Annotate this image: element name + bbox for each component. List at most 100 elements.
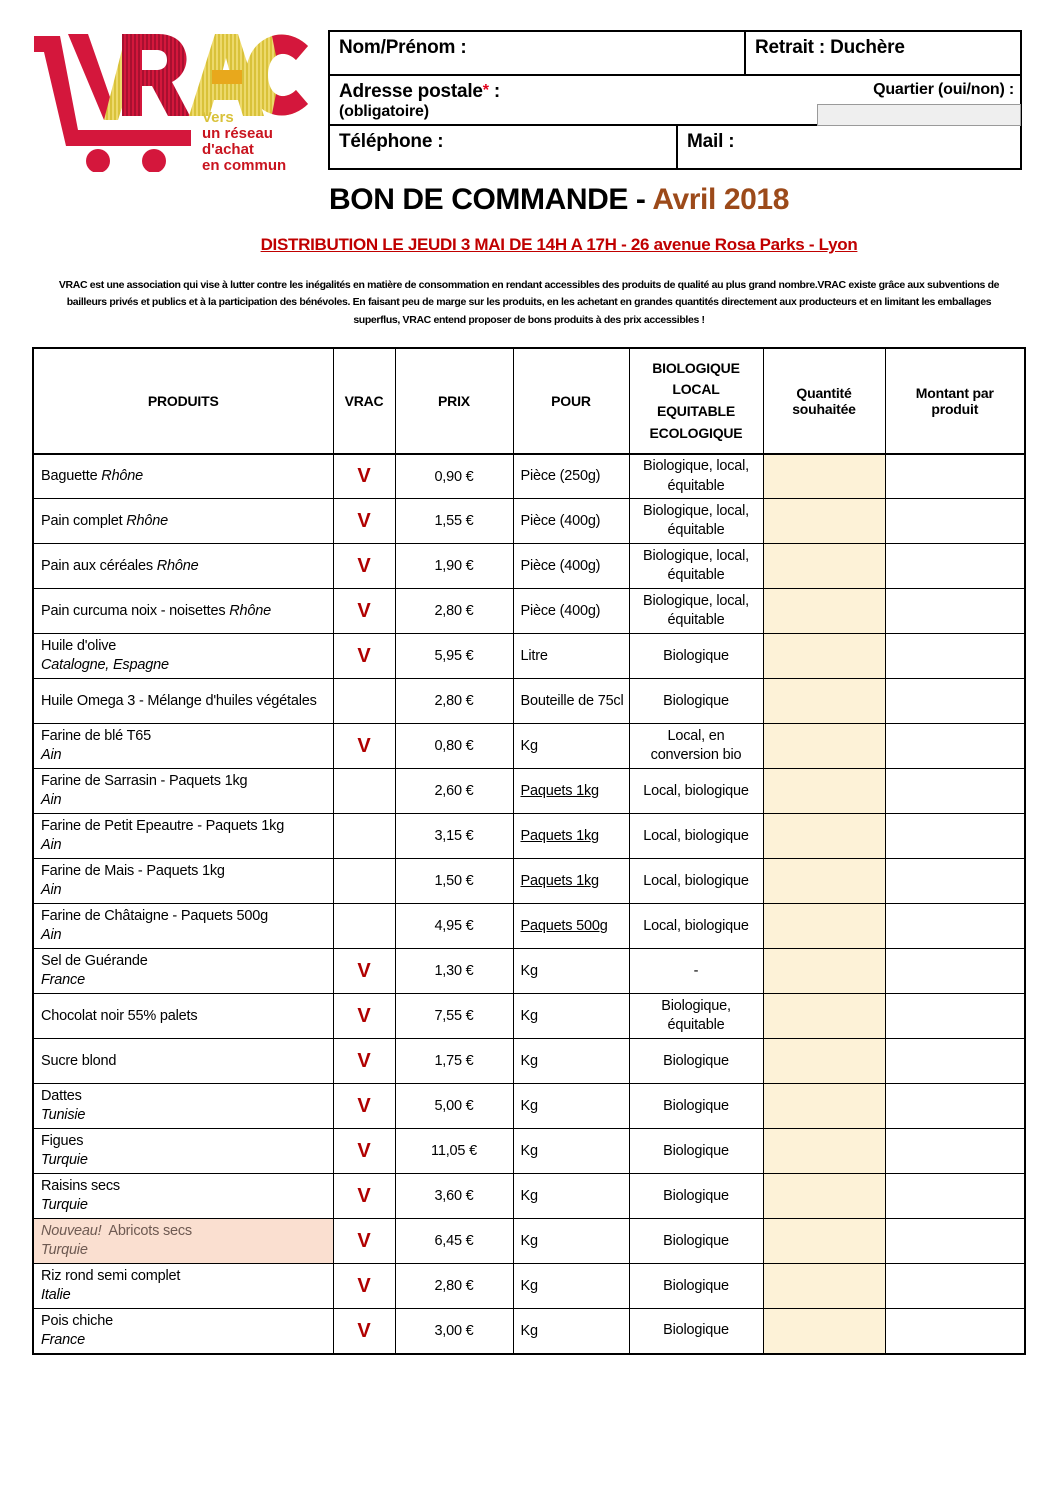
- amount-input-cell[interactable]: [884, 858, 1026, 905]
- labels-cell: Biologique, local, équitable: [628, 498, 764, 545]
- header-produits: PRODUITS: [32, 347, 334, 455]
- amount-input-cell[interactable]: [884, 588, 1026, 635]
- amount-input-cell[interactable]: [884, 1263, 1026, 1310]
- labels-cell: Local, biologique: [628, 813, 764, 860]
- quantity-input-cell[interactable]: [762, 1218, 886, 1265]
- unit-cell: Pièce (250g): [512, 453, 630, 500]
- quantity-input-cell[interactable]: [762, 453, 886, 500]
- quantity-input-cell[interactable]: [762, 723, 886, 770]
- unit-text: Pièce (400g): [520, 513, 601, 530]
- page-title: BON DE COMMANDE - Avril 2018: [0, 183, 1058, 217]
- quartier-input[interactable]: [817, 104, 1021, 126]
- labels-cell: Biologique: [628, 678, 764, 725]
- amount-input-cell[interactable]: [884, 498, 1026, 545]
- amount-input-cell[interactable]: [884, 1218, 1026, 1265]
- labels-cell: Biologique, local, équitable: [628, 588, 764, 635]
- unit-cell: Kg: [512, 1128, 630, 1175]
- quantity-input-cell[interactable]: [762, 1173, 886, 1220]
- amount-input-cell[interactable]: [884, 633, 1026, 680]
- quantity-input-cell[interactable]: [762, 768, 886, 815]
- product-origin: Turquie: [41, 1197, 88, 1214]
- unit-text: Kg: [520, 1143, 539, 1160]
- quantity-input-cell[interactable]: [762, 498, 886, 545]
- unit-cell: Kg: [512, 1173, 630, 1220]
- quantity-input-cell[interactable]: [762, 1038, 886, 1085]
- vrac-mark-cell: [332, 903, 396, 950]
- product-name: Farine de Châtaigne - Paquets 500g: [41, 907, 268, 924]
- mail-field[interactable]: Mail :: [678, 126, 1020, 168]
- header-quantite: Quantité souhaitée: [762, 347, 886, 455]
- quantity-input-cell[interactable]: [762, 678, 886, 725]
- quantity-input-cell[interactable]: [762, 948, 886, 995]
- price-cell: 3,00 €: [394, 1308, 514, 1355]
- labels-cell: Biologique, équitable: [628, 993, 764, 1040]
- amount-input-cell[interactable]: [884, 678, 1026, 725]
- table-row: Pain curcuma noix - noisettes Rhône V 2,80…: [32, 588, 1026, 635]
- quantity-input-cell[interactable]: [762, 1083, 886, 1130]
- table-row: Dattes Tunisie V 5,00 € Kg Biologique: [32, 1083, 1026, 1130]
- unit-cell: Paquets 1kg: [512, 813, 630, 860]
- product-name: Dattes: [41, 1087, 82, 1104]
- quantity-input-cell[interactable]: [762, 1308, 886, 1355]
- unit-text: Kg: [520, 1053, 539, 1070]
- price-cell: 4,95 €: [394, 903, 514, 950]
- table-row: Sel de Guérande France V 1,30 € Kg -: [32, 948, 1026, 995]
- vrac-logo: Vers un réseau d'achat en commun: [26, 12, 316, 172]
- amount-input-cell[interactable]: [884, 993, 1026, 1040]
- quantity-input-cell[interactable]: [762, 813, 886, 860]
- quantity-input-cell[interactable]: [762, 543, 886, 590]
- product-cell: Farine de Sarrasin - Paquets 1kg Ain: [32, 768, 334, 815]
- nom-prenom-field[interactable]: Nom/Prénom :: [330, 32, 746, 74]
- table-row: Huile d'olive Catalogne, Espagne V 5,95 € Li…: [32, 633, 1026, 680]
- quantity-input-cell[interactable]: [762, 1263, 886, 1310]
- amount-input-cell[interactable]: [884, 1308, 1026, 1355]
- quantity-input-cell[interactable]: [762, 993, 886, 1040]
- vrac-mark-cell: V: [332, 588, 396, 635]
- labels-cell: Biologique: [628, 1173, 764, 1220]
- unit-text: Pièce (400g): [520, 558, 601, 575]
- amount-input-cell[interactable]: [884, 1038, 1026, 1085]
- logo-tagline-line-3: d'achat: [202, 141, 254, 158]
- amount-input-cell[interactable]: [884, 1083, 1026, 1130]
- product-name: Farine de blé T65: [41, 727, 151, 744]
- product-origin: Ain: [41, 927, 62, 944]
- price-cell: 0,80 €: [394, 723, 514, 770]
- product-name: Huile d'olive: [41, 637, 117, 654]
- distribution-notice: DISTRIBUTION LE JEUDI 3 MAI DE 14H A 17H…: [260, 235, 858, 254]
- product-cell: Pois chiche France: [32, 1308, 334, 1355]
- telephone-field[interactable]: Téléphone :: [330, 126, 678, 168]
- product-cell: Pain aux céréales Rhône: [32, 543, 334, 590]
- vrac-mark-cell: [332, 768, 396, 815]
- amount-input-cell[interactable]: [884, 948, 1026, 995]
- quantity-input-cell[interactable]: [762, 903, 886, 950]
- price-cell: 0,90 €: [394, 453, 514, 500]
- adresse-postale-field[interactable]: Adresse postale* : (obligatoire): [330, 76, 746, 124]
- amount-input-cell[interactable]: [884, 723, 1026, 770]
- product-name: Pain aux céréales: [41, 557, 153, 574]
- vrac-mark-cell: V: [332, 633, 396, 680]
- product-name: Farine de Sarrasin - Paquets 1kg: [41, 772, 248, 789]
- quantity-input-cell[interactable]: [762, 858, 886, 905]
- table-row: Chocolat noir 55% palets V 7,55 € Kg Biologi…: [32, 993, 1026, 1040]
- quantity-input-cell[interactable]: [762, 588, 886, 635]
- amount-input-cell[interactable]: [884, 543, 1026, 590]
- labels-cell: Biologique: [628, 1218, 764, 1265]
- quantity-input-cell[interactable]: [762, 633, 886, 680]
- table-row: Pain complet Rhône V 1,55 € Pièce (400g) Bio…: [32, 498, 1026, 545]
- product-cell: Dattes Tunisie: [32, 1083, 334, 1130]
- page-title-month: Avril 2018: [652, 183, 789, 216]
- amount-input-cell[interactable]: [884, 1128, 1026, 1175]
- amount-input-cell[interactable]: [884, 903, 1026, 950]
- amount-input-cell[interactable]: [884, 768, 1026, 815]
- labels-cell: Biologique, local, équitable: [628, 543, 764, 590]
- amount-input-cell[interactable]: [884, 1173, 1026, 1220]
- product-name: Farine de Petit Epeautre - Paquets 1kg: [41, 817, 285, 834]
- unit-cell: Pièce (400g): [512, 588, 630, 635]
- amount-input-cell[interactable]: [884, 813, 1026, 860]
- quantity-input-cell[interactable]: [762, 1128, 886, 1175]
- table-row: Farine de Sarrasin - Paquets 1kg Ain 2,60 …: [32, 768, 1026, 815]
- logo-tagline-line-1: Vers: [202, 109, 234, 126]
- table-row: Riz rond semi complet Italie V 2,80 € Kg Biol…: [32, 1263, 1026, 1310]
- amount-input-cell[interactable]: [884, 453, 1026, 500]
- product-cell: Sucre blond: [32, 1038, 334, 1085]
